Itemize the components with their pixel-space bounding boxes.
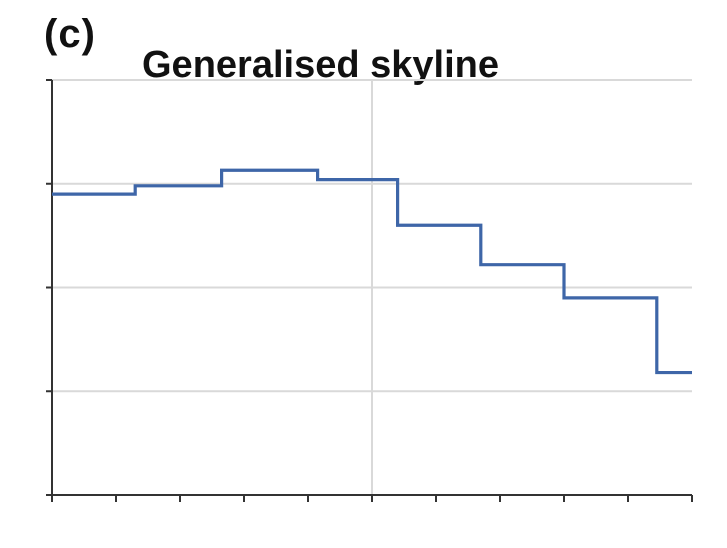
panel-label: (c) (44, 12, 96, 56)
grid-layer (52, 79, 692, 495)
skyline-step-line (52, 168, 692, 375)
axis-layer (46, 79, 693, 502)
series-layer (52, 168, 692, 375)
